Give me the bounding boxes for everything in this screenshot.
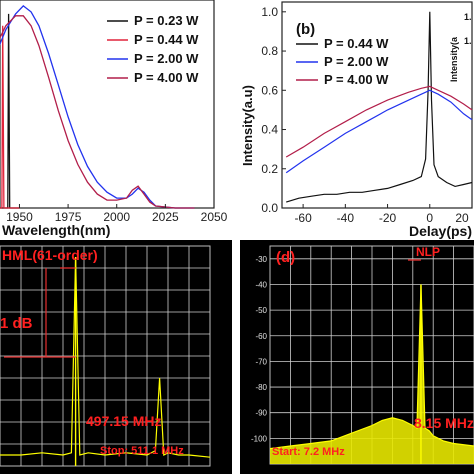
spectrum-trace-d	[269, 284, 474, 450]
y-tick-label-d: -80	[255, 383, 267, 392]
marker-label-c: 497.15 MHz	[86, 413, 161, 429]
noise-floor-fill-d	[270, 284, 474, 464]
y-tick-label-d: -50	[255, 306, 267, 315]
panel-c-rf-spectrum-screen: HML(61-order) 1 dB 497.15 MHz Stop: 511.1 M…	[0, 240, 232, 474]
panel-label-d: (d)	[276, 249, 295, 266]
series-line-a-1	[0, 25, 20, 209]
y-tick-label-d: -40	[255, 280, 267, 289]
y-tick-label-b: 0.6	[261, 83, 278, 97]
legend-label-b-2: P = 4.00 W	[324, 72, 389, 87]
y-tick-label-d: -60	[255, 332, 267, 341]
legend-label-a-3: P = 4.00 W	[134, 70, 199, 85]
chart-c-svg: HML(61-order) 1 dB 497.15 MHz Stop: 511.1 M…	[0, 245, 211, 467]
x-tick-label-b: 20	[455, 211, 469, 225]
x-axis-label-b: Delay(ps)	[409, 223, 472, 239]
inset-tick-label-b: 1.	[464, 36, 472, 46]
series-line-b-2	[285, 85, 473, 158]
x-tick-label-b: -60	[294, 211, 312, 225]
x-axis-label-a: Wavelength(nm)	[2, 222, 110, 238]
start-label-d: Start: 7.2 MHz	[272, 446, 345, 458]
y-axis-label-b: Intensity(a.u)	[240, 85, 255, 166]
marker-label-d: 8.15 MHz	[414, 415, 474, 431]
x-tick-label-a: 1950	[6, 210, 33, 224]
x-tick-label-b: -20	[379, 211, 397, 225]
y-tick-label-d: -30	[255, 255, 267, 264]
y-tick-label-d: -100	[251, 434, 268, 443]
x-tick-label-a: 2000	[103, 210, 130, 224]
plot-frame-a	[0, 0, 215, 209]
panel-a-spectrum-chart: 1950 1975 2000 2025 2050 Wavelength(nm) P = 0.…	[0, 0, 232, 240]
inset-tick-label-b: 1.	[464, 12, 472, 22]
y-tick-label-b: 1.0	[261, 5, 278, 19]
x-tick-label-a: 2025	[152, 210, 179, 224]
annotation-c: HML(61-order)	[2, 247, 98, 263]
stop-label-c: Stop: 511.1 MHz	[100, 445, 184, 457]
panel-d-rf-spectrum-screen: -30 -40 -50 -60 -70 -80 -90 -100 (d) NLP 8.15 MHz S…	[240, 240, 474, 474]
legend-label-a-2: P = 2.00 W	[134, 51, 199, 66]
y-tick-label-d: -90	[255, 409, 267, 418]
series-line-b-1	[285, 89, 473, 174]
x-tick-label-b: 0	[426, 211, 433, 225]
legend-label-a-0: P = 0.23 W	[134, 13, 199, 28]
chart-a-svg: 1950 1975 2000 2025 2050 Wavelength(nm) P = 0.…	[0, 0, 228, 238]
chart-d-svg: -30 -40 -50 -60 -70 -80 -90 -100 (d) NLP 8.15 MHz S…	[251, 245, 474, 465]
legend-label-b-1: P = 2.00 W	[324, 54, 389, 69]
plot-frame-b	[281, 1, 473, 209]
panel-b-autocorrelation-chart: 0.0 0.2 0.4 0.6 0.8 1.0 -60 -40 -20 0 20 Delay(ps) I…	[240, 0, 474, 240]
x-tick-label-a: 1975	[55, 210, 82, 224]
panel-label-b: (b)	[296, 21, 315, 38]
series-line-a-3	[0, 15, 195, 209]
legend-label-a-1: P = 0.44 W	[134, 32, 199, 47]
y-tick-label-b: 0.2	[261, 162, 278, 176]
spectrum-trace-c	[0, 256, 211, 458]
y-tick-label-d: -70	[255, 357, 267, 366]
x-tick-label-b: -40	[337, 211, 355, 225]
y-tick-label-b: 0.0	[261, 201, 278, 215]
series-line-b-0	[286, 11, 473, 203]
inset-y-label-b: Intensity(a	[449, 36, 459, 82]
x-tick-label-a: 2050	[201, 210, 228, 224]
series-line-a-2	[0, 5, 195, 209]
y-tick-label-b: 0.4	[261, 123, 278, 137]
db-label-c: 1 dB	[0, 315, 33, 332]
y-tick-label-b: 0.8	[261, 44, 278, 58]
annotation-d: NLP	[416, 245, 440, 259]
legend-label-b-0: P = 0.44 W	[324, 36, 389, 51]
